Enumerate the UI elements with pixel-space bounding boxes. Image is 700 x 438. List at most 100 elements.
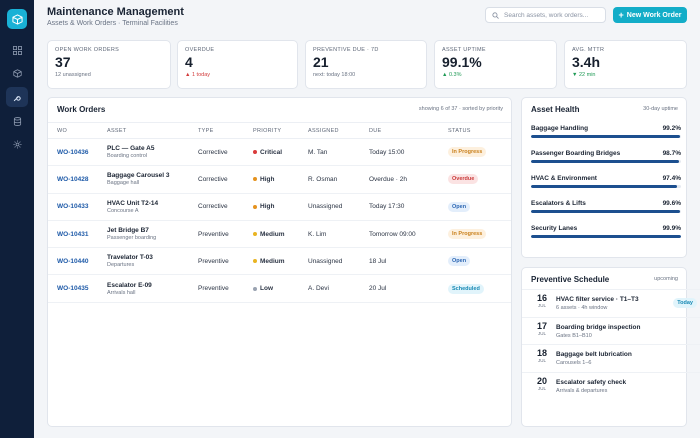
- table-row[interactable]: WO-10436 PLC — Gate A5 Boarding control Cor…: [48, 138, 511, 167]
- priority-label: Medium: [260, 230, 285, 238]
- asset-health-item[interactable]: Passenger Boarding Bridges 98.7%: [531, 150, 681, 163]
- column-header-asset[interactable]: ASSET: [107, 122, 198, 139]
- priority-label: High: [260, 203, 275, 211]
- asset-health-name: HVAC & Environment: [531, 175, 597, 182]
- asset-health-value: 97.4%: [662, 175, 681, 182]
- asset-health-item[interactable]: HVAC & Environment 97.4%: [531, 175, 681, 188]
- search-input[interactable]: [504, 11, 599, 19]
- work-order-id-link[interactable]: WO-10435: [57, 285, 89, 293]
- plus-icon: +: [618, 10, 624, 20]
- assignee: R. Osman: [308, 165, 369, 194]
- work-order-id-link[interactable]: WO-10440: [57, 257, 89, 265]
- settings-icon[interactable]: [6, 134, 28, 154]
- table-row[interactable]: WO-10433 HVAC Unit T2-14 Concourse A Correc…: [48, 193, 511, 221]
- table-row[interactable]: WO-10428 Baggage Carousel 3 Baggage hall Co…: [48, 165, 511, 194]
- uptime-bar: [531, 135, 681, 138]
- kpi-preventive-due[interactable]: Preventive Due · 7D 21 next: today 18:00: [305, 40, 427, 89]
- assignee: Unassigned: [308, 193, 369, 221]
- asset-health-item[interactable]: Security Lanes 99.9%: [531, 225, 681, 238]
- priority-dot: [253, 150, 257, 155]
- table-row[interactable]: WO-10431 Jet Bridge B7 Passenger boarding P…: [48, 220, 511, 249]
- priority-indicator: High: [253, 203, 308, 210]
- new-work-order-button[interactable]: + New Work Order: [613, 7, 687, 23]
- kpi-overdue[interactable]: Overdue 4 ▲ 1 today: [177, 40, 298, 89]
- preventive-schedule-panel: Preventive Schedule upcoming 16 JUL HVAC f…: [521, 267, 700, 427]
- box-icon[interactable]: [6, 63, 28, 83]
- asset-location: Boarding control: [107, 153, 148, 160]
- schedule-item[interactable]: 17 JUL Boarding bridge inspection Gates B1–…: [522, 316, 700, 344]
- column-header-status[interactable]: STATUS: [448, 122, 511, 139]
- due-date: 18 Jul: [369, 247, 448, 276]
- uptime-bar-fill: [531, 160, 680, 163]
- kpi-asset-uptime[interactable]: Asset Uptime 99.1% ▲ 0.3%: [434, 40, 557, 89]
- schedule-subtitle: 6 assets · 4h window: [556, 305, 608, 311]
- schedule-day: 17: [536, 320, 547, 331]
- schedule-item[interactable]: 16 JUL HVAC filter service · T1–T3 6 assets…: [522, 289, 700, 316]
- work-orders-title: Work Orders: [57, 105, 106, 114]
- status-badge: Scheduled: [448, 283, 484, 294]
- uptime-bar-fill: [531, 210, 681, 213]
- due-date: Today 17:30: [369, 193, 448, 221]
- uptime-bar: [531, 210, 681, 213]
- priority-label: Low: [260, 285, 273, 293]
- asset-health-value: 98.7%: [662, 150, 681, 157]
- schedule-date: 18 JUL: [534, 348, 550, 363]
- schedule-day: 20: [536, 375, 547, 386]
- asset-health-value: 99.2%: [662, 125, 681, 132]
- schedule-subtitle: Arrivals & departures: [556, 387, 608, 394]
- priority-dot: [253, 232, 257, 237]
- column-header-type[interactable]: TYPE: [198, 122, 253, 139]
- due-date: 20 Jul: [369, 274, 448, 303]
- table-row[interactable]: WO-10435 Escalator E-09 Arrivals hall Preve…: [48, 274, 511, 303]
- search-box[interactable]: [485, 7, 606, 23]
- uptime-bar: [531, 235, 681, 238]
- uptime-bar: [531, 185, 681, 188]
- schedule-subtitle: Gates B1–B10: [556, 332, 592, 339]
- work-orders-table: WO ASSET TYPE PRIORITY ASSIGNED DUE STAT…: [48, 122, 511, 303]
- priority-label: Critical: [260, 148, 283, 156]
- asset-health-name: Baggage Handling: [531, 125, 589, 132]
- column-header-wo[interactable]: WO: [48, 122, 107, 139]
- work-order-type: Corrective: [198, 193, 253, 221]
- work-order-id-link[interactable]: WO-10428: [57, 175, 89, 183]
- asset-name: Jet Bridge B7: [107, 227, 149, 235]
- preventive-schedule-title: Preventive Schedule: [531, 275, 610, 284]
- asset-location: Concourse A: [107, 207, 139, 214]
- status-badge: Open: [448, 256, 471, 267]
- column-header-assigned[interactable]: ASSIGNED: [308, 122, 369, 139]
- grid-icon[interactable]: [6, 40, 28, 60]
- work-order-id-link[interactable]: WO-10433: [57, 203, 89, 211]
- asset-health-item[interactable]: Escalators & Lifts 99.6%: [531, 200, 681, 213]
- sidebar: [0, 0, 34, 438]
- search-icon: [492, 11, 499, 19]
- work-order-id-link[interactable]: WO-10436: [57, 148, 89, 156]
- column-header-due[interactable]: DUE: [369, 122, 448, 139]
- kpi-open-work-orders[interactable]: Open Work Orders 37 12 unassigned: [47, 40, 171, 89]
- uptime-bar: [531, 160, 681, 163]
- page-title: Maintenance Management: [47, 6, 184, 18]
- work-orders-panel: Work Orders showing 6 of 37 · sorted by …: [47, 97, 512, 427]
- priority-dot: [253, 204, 257, 209]
- uptime-bar-fill: [531, 135, 680, 138]
- column-header-priority[interactable]: PRIORITY: [253, 122, 308, 139]
- schedule-date: 20 JUL: [534, 376, 550, 391]
- asset-health-value: 99.9%: [662, 225, 681, 232]
- priority-indicator: Low: [253, 285, 308, 292]
- wrench-icon[interactable]: [6, 87, 28, 107]
- schedule-item[interactable]: 20 JUL Escalator safety check Arrivals & de…: [522, 371, 700, 399]
- asset-health-item[interactable]: Baggage Handling 99.2%: [531, 125, 681, 138]
- schedule-item[interactable]: 18 JUL Baggage belt lubrication Carousels 1…: [522, 344, 700, 371]
- asset-health-name: Escalators & Lifts: [531, 200, 586, 207]
- assignee: K. Lim: [308, 220, 369, 249]
- asset-location: Arrivals hall: [107, 289, 136, 296]
- table-row[interactable]: WO-10440 Travelator T-03 Departures Prevent…: [48, 247, 511, 276]
- kpi-avg-mttr[interactable]: Avg. MTTR 3.4h ▼ 22 min: [564, 40, 687, 89]
- work-order-type: Corrective: [198, 138, 253, 167]
- status-badge: In Progress: [448, 229, 487, 240]
- work-order-id-link[interactable]: WO-10431: [57, 230, 89, 238]
- asset-health-value: 99.6%: [662, 200, 681, 207]
- database-icon[interactable]: [6, 111, 28, 131]
- asset-location: Departures: [107, 262, 135, 269]
- cube-logo-icon[interactable]: [7, 9, 27, 29]
- asset-name: PLC — Gate A5: [107, 145, 155, 153]
